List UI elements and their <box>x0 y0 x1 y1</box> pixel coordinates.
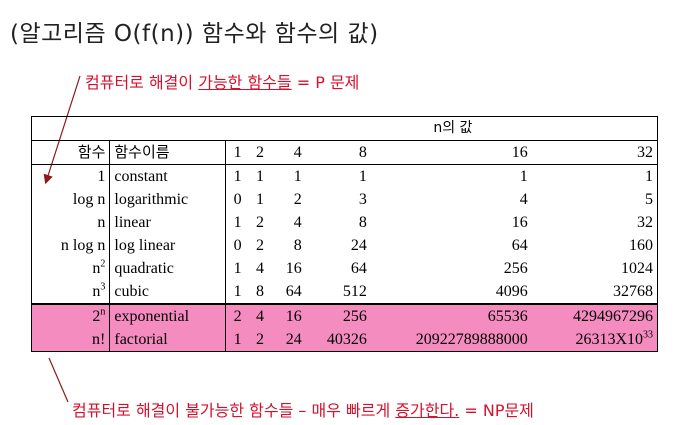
value-cell: 8 <box>358 214 367 231</box>
n-values-caption: n의 값 <box>248 116 658 141</box>
value-cell: 256 <box>305 303 371 328</box>
value-cell: 1 <box>225 280 249 304</box>
value-cell: 1 <box>255 168 264 185</box>
value-cell: 1 <box>225 211 249 234</box>
n-header: 8 <box>305 140 371 165</box>
value-cell: 256 <box>503 260 528 277</box>
value-cell: 2 <box>293 191 302 208</box>
function-name-cell: cubic <box>109 280 226 304</box>
function-cell: n2 <box>92 258 106 277</box>
p-problem-note: 컴퓨터로 해결이 가능한 함수들 = P 문제 <box>85 69 359 93</box>
function-cell: n! <box>31 328 110 352</box>
value-cell: 1 <box>255 191 264 208</box>
n-header: 4 <box>271 140 306 165</box>
value-cell: 1 <box>293 168 302 185</box>
value-cell: 3 <box>358 191 367 208</box>
value-cell: 1 <box>225 164 249 188</box>
note-top-underlined: 가능한 함수들 <box>198 73 292 92</box>
table-row-highlighted: n! factorial 1 2 24 40326 20922789888000… <box>31 328 658 352</box>
value-cell: 64 <box>350 260 367 277</box>
note-top-suffix: = P 문제 <box>291 73 360 92</box>
function-name-cell: logarithmic <box>109 188 226 211</box>
value-cell: 4 <box>255 260 264 277</box>
table-row: n3 cubic 1 8 64 512 4096 32768 <box>32 280 658 304</box>
table-row: n linear 1 2 4 8 16 32 <box>32 211 658 234</box>
value-cell: 1 <box>645 168 653 185</box>
n-header: 1 <box>225 140 249 165</box>
table-row: n2 quadratic 1 4 16 64 256 1024 <box>32 257 658 280</box>
value-cell: 64 <box>511 237 528 254</box>
function-cell: n3 <box>92 281 106 300</box>
function-cell: 1 <box>97 168 106 185</box>
function-name-cell: quadratic <box>109 257 226 280</box>
col-function-header: 함수 <box>31 140 110 165</box>
function-cell: n log n <box>60 237 106 254</box>
value-cell: 512 <box>342 283 367 300</box>
value-cell: 16 <box>271 303 306 328</box>
value-cell: 4096 <box>495 283 528 300</box>
value-cell: 8 <box>293 237 302 254</box>
n-header: 2 <box>248 140 272 165</box>
note-bottom-underlined: 증가한다. <box>395 401 460 420</box>
value-cell: 20922789888000 <box>370 328 532 352</box>
value-cell: 5 <box>645 191 653 208</box>
value-cell: 65536 <box>370 303 532 328</box>
value-cell: 8 <box>255 283 264 300</box>
n-header: 32 <box>531 140 658 165</box>
value-cell: 2 <box>248 328 272 352</box>
n-header: 16 <box>370 140 532 165</box>
value-cell: 24 <box>271 328 306 352</box>
col-name-header: 함수이름 <box>109 140 226 165</box>
note-bottom-prefix: 컴퓨터로 해결이 불가능한 함수들 – 매우 빠르게 <box>72 401 396 420</box>
value-cell: 26313X1033 <box>531 328 658 352</box>
value-cell: 1 <box>225 328 249 352</box>
table-row: n log n log linear 0 2 8 24 64 160 <box>32 234 658 257</box>
value-cell: 1 <box>225 257 249 280</box>
value-cell: 0 <box>225 234 249 257</box>
value-cell: 1 <box>358 168 367 185</box>
complexity-table: n의 값 함수 함수이름 1 2 4 8 16 32 1 constant 1 … <box>31 116 658 352</box>
note-bottom-suffix: = NP문제 <box>459 401 534 420</box>
table-row: log n logarithmic 0 1 2 3 4 5 <box>32 188 658 211</box>
value-cell: 2 <box>225 303 249 328</box>
note-top-prefix: 컴퓨터로 해결이 <box>85 73 199 92</box>
bottom-pointer <box>48 357 69 403</box>
value-cell: 32768 <box>613 283 653 300</box>
value-cell: 2 <box>255 214 264 231</box>
np-problem-note: 컴퓨터로 해결이 불가능한 함수들 – 매우 빠르게 증가한다. = NP문제 <box>72 397 534 421</box>
table-row-highlighted: 2n exponential 2 4 16 256 65536 42949672… <box>31 303 658 328</box>
value-cell: 16 <box>285 260 302 277</box>
function-name-cell: factorial <box>109 328 226 352</box>
value-cell: 32 <box>637 214 653 231</box>
page-title: (알고리즘 O(f(n)) 함수와 함수의 값) <box>10 21 379 47</box>
value-cell: 4294967296 <box>531 303 658 328</box>
value-cell: 2 <box>255 237 264 254</box>
function-cell: n <box>97 214 106 231</box>
value-cell: 40326 <box>305 328 371 352</box>
value-cell: 64 <box>285 283 302 300</box>
function-name-cell: linear <box>109 211 226 234</box>
value-cell: 4 <box>519 191 528 208</box>
function-cell: 2n <box>31 303 110 328</box>
value-cell: 0 <box>225 188 249 211</box>
value-cell: 4 <box>293 214 302 231</box>
value-cell: 4 <box>248 303 272 328</box>
function-name-cell: exponential <box>109 303 226 328</box>
function-cell: log n <box>72 191 106 208</box>
value-cell: 1024 <box>621 260 653 277</box>
value-cell: 24 <box>350 237 367 254</box>
table-row: 1 constant 1 1 1 1 1 1 <box>32 164 658 188</box>
value-cell: 160 <box>629 237 653 254</box>
value-cell: 16 <box>511 214 528 231</box>
function-name-cell: constant <box>109 164 226 188</box>
function-name-cell: log linear <box>109 234 226 257</box>
value-cell: 1 <box>519 168 528 185</box>
